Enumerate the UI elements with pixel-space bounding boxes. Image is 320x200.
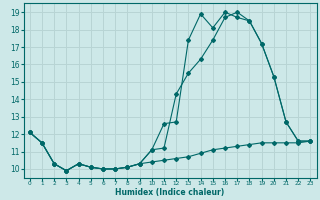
X-axis label: Humidex (Indice chaleur): Humidex (Indice chaleur) xyxy=(116,188,225,197)
